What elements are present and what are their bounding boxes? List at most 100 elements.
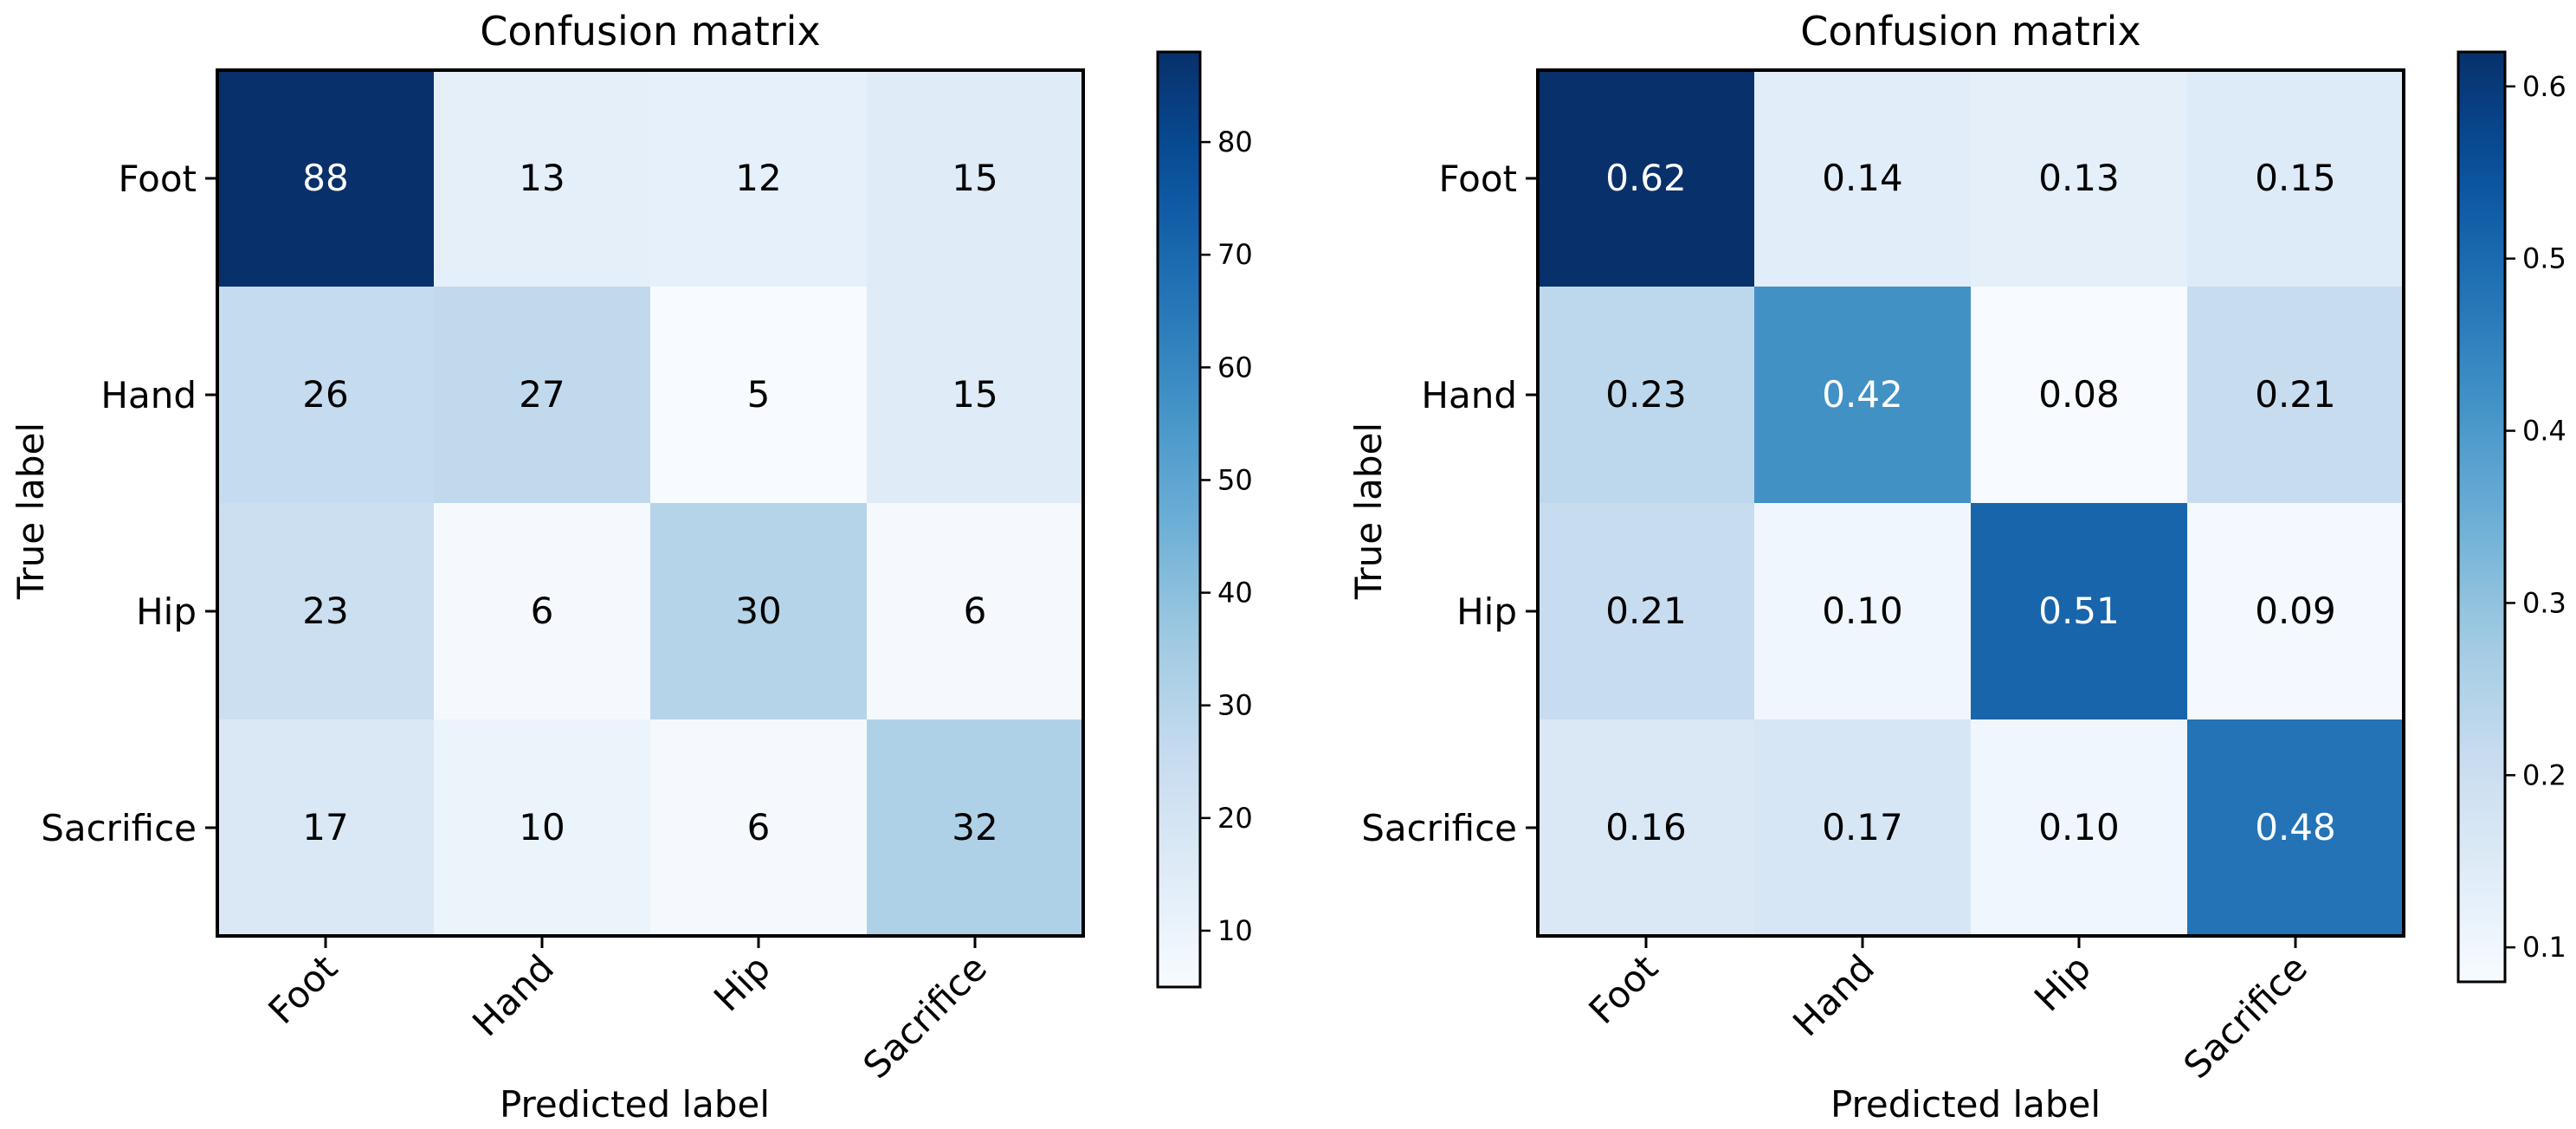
- heatmap-cell: [2187, 503, 2405, 720]
- cell-value-label: 13: [519, 157, 565, 199]
- heatmap-cell: [1538, 287, 1755, 504]
- colorbar-frame: [2457, 50, 2507, 984]
- colorbar: 0.1 0.2 0.3 0.4 0.5 0.6: [2457, 50, 2566, 984]
- heatmap-cell: [1538, 503, 1755, 720]
- colorbar-ticks: 0.1 0.2 0.3 0.4 0.5 0.6: [2505, 70, 2566, 964]
- colorbar-tick-label: 70: [1217, 238, 1253, 271]
- heatmap-cell: [867, 287, 1084, 504]
- cell-value-label: 0.13: [2038, 157, 2120, 199]
- heatmap-cell: [1754, 287, 1972, 504]
- cell-value-labels: 0.62 0.14 0.13 0.15 0.23 0.42 0.08 0.21 0.21 0.10…: [1605, 157, 2336, 848]
- heatmap-cell: [1971, 70, 2188, 287]
- cell-value-label: 6: [747, 806, 771, 848]
- y-tick-label: Foot: [118, 158, 197, 200]
- colorbar-ticks: 10 20 30 40 50 60 70 80: [1200, 126, 1253, 947]
- cell-value-label: 0.08: [2038, 373, 2120, 416]
- heatmap-cell: [434, 287, 651, 504]
- cell-value-label: 0.23: [1605, 373, 1687, 416]
- cell-value-label: 0.10: [1822, 590, 1903, 632]
- y-axis-ticks: Foot Hand Hip Sacrifice: [1361, 158, 1538, 849]
- cell-value-label: 32: [952, 806, 997, 848]
- x-axis-label: Predicted label: [500, 1083, 770, 1126]
- colorbar-tick-label: 0.1: [2522, 931, 2566, 964]
- heatmap-cell: [434, 719, 651, 937]
- y-tick-label: Sacrifice: [1361, 807, 1517, 849]
- cell-value-label: 12: [735, 157, 781, 199]
- heatmap-cell: [1971, 503, 2188, 720]
- cell-value-label: 15: [952, 157, 997, 199]
- heatmap-cells: [217, 70, 1084, 937]
- heatmap-cell: [1971, 287, 2188, 504]
- cell-value-label: 17: [302, 806, 348, 848]
- heatmap-cell: [434, 503, 651, 720]
- heatmap-cell: [1971, 719, 2188, 937]
- heatmap-cell: [2187, 70, 2405, 287]
- chart-title: Confusion matrix: [1800, 8, 2140, 55]
- y-tick-label: Hip: [136, 590, 197, 633]
- heatmap-cell: [2187, 287, 2405, 504]
- colorbar-tick-label: 0.3: [2522, 586, 2566, 619]
- heatmap-cell: [217, 719, 435, 937]
- colorbar-tick-label: 50: [1217, 463, 1253, 496]
- heatmap-cells: [1538, 70, 2405, 937]
- colorbar-tick-label: 40: [1217, 577, 1253, 610]
- y-axis-ticks: Foot Hand Hip Sacrifice: [41, 158, 217, 849]
- cell-value-labels: 88 13 12 15 26 27 5 15 23 6 30 6 17 10 6 32: [302, 157, 997, 848]
- y-tick-label: Foot: [1438, 158, 1517, 200]
- y-axis-label: True label: [1347, 423, 1390, 600]
- cell-value-label: 0.15: [2255, 157, 2336, 199]
- colorbar-tick-label: 30: [1217, 689, 1253, 722]
- heatmap-cell: [217, 287, 435, 504]
- cell-value-label: 0.48: [2255, 806, 2336, 848]
- colorbar: 10 20 30 40 50 60 70 80: [1156, 50, 1253, 989]
- heatmap-cell: [217, 70, 435, 287]
- colorbar-tick-label: 20: [1217, 802, 1253, 835]
- colorbar-tick-label: 10: [1217, 914, 1253, 947]
- cell-value-label: 27: [519, 373, 565, 416]
- heatmap-cell: [867, 503, 1084, 720]
- cell-value-label: 30: [735, 590, 781, 632]
- colorbar-tick-label: 0.2: [2522, 758, 2566, 791]
- cell-value-label: 10: [519, 806, 565, 848]
- y-tick-label: Hand: [1421, 374, 1517, 416]
- heatmap-cell: [650, 287, 868, 504]
- heatmap-cell: [1754, 503, 1972, 720]
- cell-value-label: 5: [747, 373, 771, 416]
- plot-frame: [216, 68, 1085, 938]
- colorbar-tick-label: 0.4: [2522, 415, 2566, 448]
- chart-title: Confusion matrix: [480, 8, 820, 55]
- heatmap-cell: [2187, 719, 2405, 937]
- cell-value-label: 0.51: [2038, 590, 2120, 632]
- colorbar-gradient: [1158, 52, 1200, 987]
- cell-value-label: 0.21: [1605, 590, 1687, 632]
- cell-value-label: 15: [952, 373, 997, 416]
- heatmap-cell: [1754, 719, 1972, 937]
- heatmap-cell: [650, 70, 868, 287]
- cell-value-label: 0.16: [1605, 806, 1687, 848]
- y-tick-label: Hip: [1456, 590, 1517, 633]
- heatmap-cell: [1538, 70, 1755, 287]
- heatmap-cell: [650, 719, 868, 937]
- cell-value-label: 23: [302, 590, 348, 632]
- colorbar-tick-label: 0.6: [2522, 70, 2566, 103]
- heatmap-cell: [1754, 70, 1972, 287]
- cell-value-label: 0.10: [2038, 806, 2120, 848]
- cell-value-label: 88: [302, 157, 348, 199]
- cell-value-label: 0.09: [2255, 590, 2336, 632]
- colorbar-gradient: [2458, 52, 2505, 982]
- heatmap-cell: [217, 503, 435, 720]
- cell-value-label: 0.42: [1822, 373, 1903, 416]
- cell-value-label: 0.17: [1822, 806, 1903, 848]
- heatmap-cell: [434, 70, 651, 287]
- heatmap-cell: [650, 503, 868, 720]
- heatmap-cell: [867, 70, 1084, 287]
- colorbar-tick-label: 60: [1217, 351, 1253, 384]
- heatmap-cell: [867, 719, 1084, 937]
- cell-value-label: 26: [302, 373, 348, 416]
- colorbar-tick-label: 0.5: [2522, 242, 2566, 275]
- y-axis-label: True label: [10, 423, 52, 600]
- cell-value-label: 6: [964, 590, 987, 632]
- cell-value-label: 0.62: [1605, 157, 1687, 199]
- colorbar-frame: [1156, 50, 1202, 989]
